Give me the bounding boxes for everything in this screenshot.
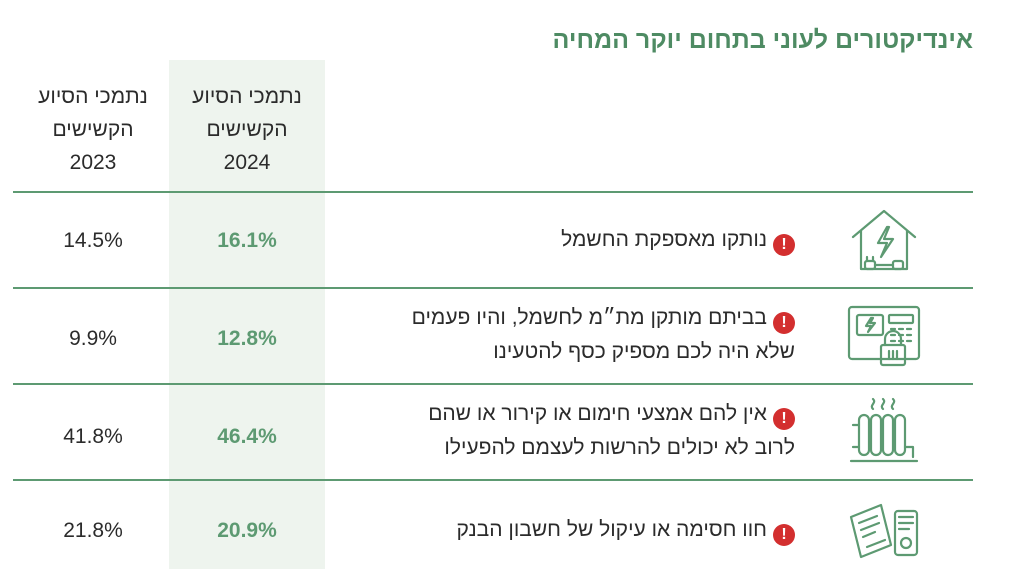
indicator-line: אין להם אמצעי חימום או קירור או שהם: [428, 402, 767, 425]
row-divider: [13, 479, 973, 481]
indicator-line: שלא היה לכם מספיק כסף להטעינו: [493, 340, 795, 363]
radiator-icon: [845, 395, 923, 465]
column-header-2023: נתמכי הסיוע הקשישים 2023: [15, 80, 171, 179]
indicator-line: לרוב לא יכולים להרשות לעצמם להפעילו: [444, 436, 795, 459]
value-2024: 20.9%: [217, 519, 277, 542]
table-row: ! אין להם אמצעי חימום או קירור או שהם לרו…: [0, 385, 1013, 479]
highlight-column-2024: [169, 60, 325, 569]
bank-documents-icon: [845, 495, 923, 565]
value-2023: 9.9%: [69, 327, 117, 350]
column-header-line: 2023: [69, 151, 117, 174]
table-row: ! בביתם מותקן מת״מ לחשמל, והיו פעמים שלא …: [0, 289, 1013, 383]
prepaid-meter-icon: [845, 301, 923, 371]
indicator-line: חוו חסימה או עיקול של חשבון הבנק: [456, 518, 767, 541]
indicator-text: ! נותקו מאספקת החשמל: [355, 223, 795, 257]
alert-icon: !: [773, 312, 795, 334]
column-header-line: 2024: [223, 151, 271, 174]
value-2024: 46.4%: [217, 425, 277, 448]
value-2023: 41.8%: [63, 425, 123, 448]
column-header-line: נתמכי הסיוע: [38, 85, 148, 108]
value-2023: 14.5%: [63, 229, 123, 252]
column-header-line: נתמכי הסיוע: [192, 85, 302, 108]
indicator-line: נותקו מאספקת החשמל: [561, 228, 767, 251]
page-title: אינדיקטורים לעוני בתחום יוקר המחיה: [552, 26, 974, 54]
column-header-line: הקשישים: [206, 118, 288, 141]
value-2024: 12.8%: [217, 327, 277, 350]
column-header-line: הקשישים: [52, 118, 134, 141]
alert-icon: !: [773, 524, 795, 546]
row-divider: [13, 383, 973, 385]
table-row: ! נותקו מאספקת החשמל 16.1% 14.5%: [0, 193, 1013, 287]
indicator-text: ! אין להם אמצעי חימום או קירור או שהם לרו…: [355, 397, 795, 465]
value-2024: 16.1%: [217, 229, 277, 252]
indicator-line: בביתם מותקן מת״מ לחשמל, והיו פעמים: [411, 306, 767, 329]
alert-icon: !: [773, 408, 795, 430]
value-2023: 21.8%: [63, 519, 123, 542]
column-header-2024: נתמכי הסיוע הקשישים 2024: [169, 80, 325, 179]
indicator-text: ! חוו חסימה או עיקול של חשבון הבנק: [355, 513, 795, 547]
indicator-text: ! בביתם מותקן מת״מ לחשמל, והיו פעמים שלא …: [355, 301, 795, 369]
row-divider: [13, 287, 973, 289]
house-electricity-icon: [845, 205, 923, 275]
table-row: !חוו חסימה או עיקול של חשבון הבנק 20.9% …: [0, 481, 1013, 569]
row-divider: [13, 191, 973, 193]
alert-icon: !: [773, 234, 795, 256]
